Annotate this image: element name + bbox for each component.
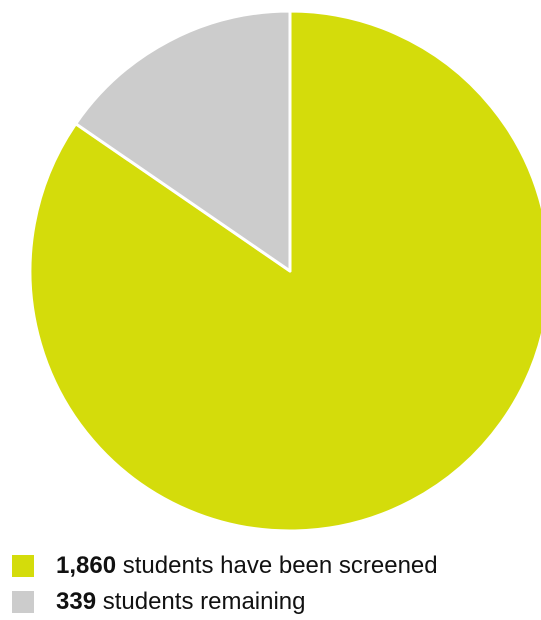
pie-slice-remaining <box>74 9 292 273</box>
legend-item-screened: 1,860 students have been screened <box>12 548 537 584</box>
legend-label-remaining: students remaining <box>102 588 306 615</box>
legend-swatch-remaining <box>12 591 34 613</box>
pie-chart <box>28 9 541 533</box>
legend-text-remaining: 339 students remaining <box>56 588 306 616</box>
legend-item-remaining: 339 students remaining <box>12 584 537 620</box>
pie-slice-screened <box>28 9 541 533</box>
legend-value-remaining: 339 <box>56 588 97 615</box>
legend-label-screened: students have been screened <box>122 552 438 579</box>
legend-value-screened: 1,860 <box>56 552 117 579</box>
legend: 1,860 students have been screened 339 st… <box>12 548 537 620</box>
legend-swatch-screened <box>12 555 34 577</box>
legend-text-screened: 1,860 students have been screened <box>56 552 438 580</box>
